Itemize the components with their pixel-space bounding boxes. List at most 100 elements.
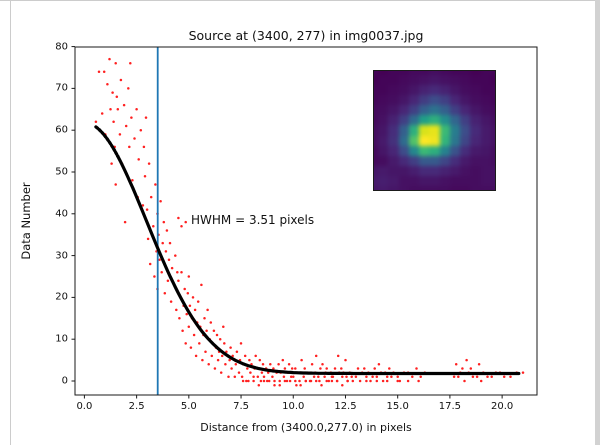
scatter-point [363, 367, 366, 370]
scatter-point [283, 367, 287, 370]
inset-pixel [429, 175, 440, 186]
inset-pixel [419, 125, 430, 136]
inset-pixel [388, 125, 399, 136]
inset-pixel [439, 85, 450, 96]
hwhm-annotation: HWHM = 3.51 pixels [191, 213, 315, 227]
scatter-point [415, 367, 418, 370]
inset-pixel [378, 165, 389, 176]
scatter-point [298, 379, 301, 383]
inset-pixel [470, 105, 481, 116]
scatter-point [509, 375, 512, 379]
inset-pixel [388, 135, 399, 146]
scatter-point [219, 371, 223, 374]
scatter-point [325, 379, 328, 383]
inset-pixel [460, 165, 471, 176]
y-tick-label: 60 [55, 124, 68, 136]
scatter-point [184, 342, 187, 345]
scatter-point [239, 342, 243, 345]
x-axis-label: Distance from (3400.0,277.0) in pixels [200, 421, 412, 434]
inset-pixel [398, 135, 409, 146]
x-tick-label: 15.0 [386, 401, 409, 412]
inset-pixel [374, 175, 379, 186]
inset-pixel [419, 95, 430, 106]
inset-pixel [439, 185, 450, 190]
inset-pixel [398, 105, 409, 116]
scatter-point [210, 354, 214, 358]
inset-pixel [388, 75, 399, 86]
scatter-point [225, 350, 228, 353]
scatter-point [354, 375, 358, 379]
scatter-point [454, 363, 458, 366]
inset-pixel [408, 71, 420, 76]
inset-pixel [480, 85, 491, 96]
inset-pixel [408, 155, 420, 166]
scatter-point [385, 379, 389, 383]
inset-pixel [490, 145, 495, 156]
scatter-point [261, 363, 265, 366]
scatter-point [283, 379, 287, 383]
inset-pixel [378, 155, 389, 166]
scatter-point [112, 120, 115, 124]
x-tick-label: 20.0 [490, 401, 514, 412]
y-tick-label: 20 [55, 291, 68, 303]
inset-pixel [408, 135, 420, 146]
scatter-point [350, 375, 353, 379]
inset-pixel [480, 125, 491, 136]
x-tick-label: 10.0 [282, 401, 305, 412]
scatter-point [340, 367, 343, 370]
scatter-point [457, 375, 460, 379]
inset-pixel [419, 75, 430, 86]
scatter-point [365, 379, 368, 383]
y-tick-label: 30 [55, 250, 68, 262]
scatter-point [142, 145, 146, 149]
scatter-point [218, 337, 222, 341]
inset-pixel [429, 135, 440, 146]
scatter-point [358, 379, 362, 383]
inset-pixel [388, 85, 399, 96]
scatter-point [463, 379, 466, 383]
inset-pixel [374, 125, 379, 136]
inset-pixel [470, 71, 481, 76]
scatter-point [169, 300, 173, 303]
inset-pixel [374, 71, 379, 76]
x-tick-label: 0.0 [76, 401, 93, 412]
inset-pixel [439, 95, 450, 106]
scatter-point [164, 250, 168, 253]
scatter-point [160, 271, 163, 274]
inset-pixel [398, 145, 409, 156]
scatter-point [312, 375, 316, 379]
inset-pixel [388, 95, 399, 106]
inset-pixel [470, 165, 481, 176]
y-axis-label: Data Number [19, 182, 33, 260]
scrollbar[interactable] [595, 0, 600, 445]
scatter-point [345, 375, 348, 379]
scatter-point [223, 342, 226, 345]
inset-pixel [429, 71, 440, 76]
scatter-point [166, 279, 170, 282]
scatter-point [191, 296, 195, 299]
inset-pixel [460, 85, 471, 96]
inset-pixel [388, 175, 399, 186]
inset-pixel [419, 175, 430, 186]
x-tick-label: 2.5 [128, 401, 145, 412]
scatter-point [292, 375, 295, 379]
inset-pixel [398, 71, 409, 76]
scatter-point [285, 379, 289, 383]
inset-pixel [408, 75, 420, 86]
inset-pixel [429, 155, 440, 166]
inset-pixel [490, 155, 495, 166]
scatter-point [331, 375, 335, 379]
inset-pixel [378, 95, 389, 106]
scatter-point [262, 379, 266, 383]
inset-pixel [470, 175, 481, 186]
scatter-point [287, 363, 291, 366]
scatter-point [176, 271, 179, 274]
inset-pixel [460, 75, 471, 86]
inset-pixel [378, 135, 389, 146]
scatter-point [269, 363, 272, 366]
scatter-point [144, 116, 148, 119]
scatter-point [180, 225, 183, 228]
scatter-point [271, 375, 274, 379]
inset-pixel [378, 75, 389, 86]
